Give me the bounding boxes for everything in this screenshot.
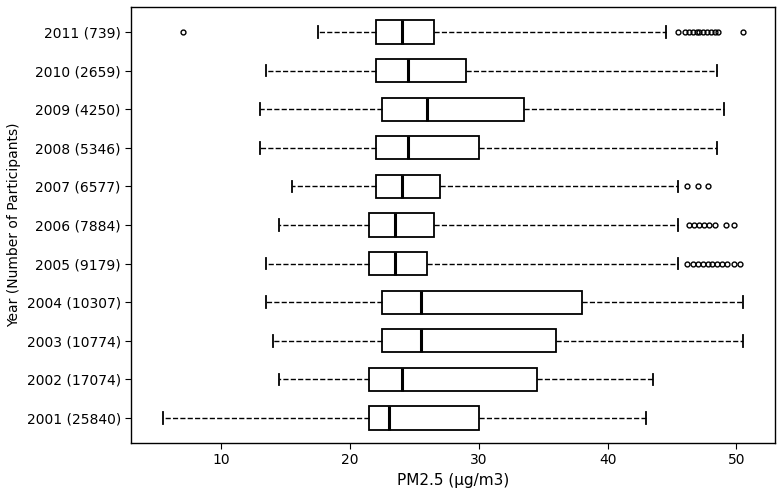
PathPatch shape xyxy=(382,98,524,121)
PathPatch shape xyxy=(382,291,582,314)
PathPatch shape xyxy=(382,329,556,352)
Y-axis label: Year (Number of Participants): Year (Number of Participants) xyxy=(7,123,21,327)
PathPatch shape xyxy=(376,20,434,44)
X-axis label: PM2.5 (μg/m3): PM2.5 (μg/m3) xyxy=(397,473,509,488)
PathPatch shape xyxy=(376,175,440,198)
PathPatch shape xyxy=(376,59,466,82)
PathPatch shape xyxy=(369,213,434,237)
PathPatch shape xyxy=(369,406,479,430)
PathPatch shape xyxy=(376,136,479,159)
PathPatch shape xyxy=(369,368,536,391)
PathPatch shape xyxy=(369,252,427,275)
